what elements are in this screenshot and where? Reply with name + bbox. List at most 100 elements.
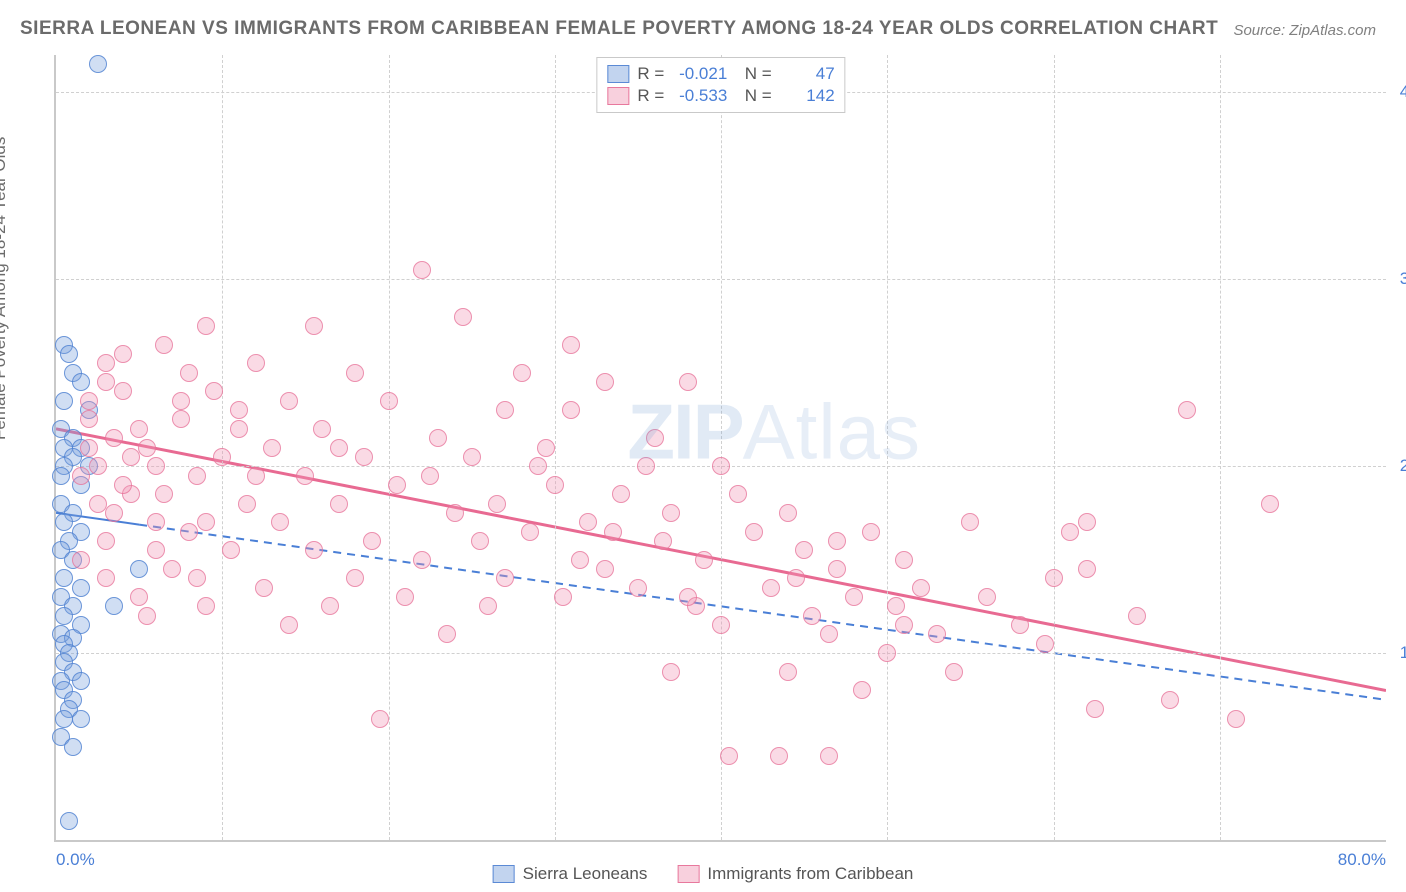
data-point — [238, 495, 256, 513]
ytick-label: 40.0% — [1400, 82, 1406, 102]
data-point — [662, 663, 680, 681]
data-point — [579, 513, 597, 531]
data-point — [496, 401, 514, 419]
ytick-label: 10.0% — [1400, 643, 1406, 663]
data-point — [845, 588, 863, 606]
data-point — [371, 710, 389, 728]
data-point — [554, 588, 572, 606]
data-point — [646, 429, 664, 447]
data-point — [429, 429, 447, 447]
xtick-label: 0.0% — [56, 850, 95, 870]
n-value-pink: 142 — [780, 86, 835, 106]
data-point — [388, 476, 406, 494]
data-point — [529, 457, 547, 475]
data-point — [1011, 616, 1029, 634]
data-point — [961, 513, 979, 531]
data-point — [230, 420, 248, 438]
data-point — [313, 420, 331, 438]
data-point — [521, 523, 539, 541]
data-point — [97, 373, 115, 391]
data-point — [172, 392, 190, 410]
data-point — [779, 504, 797, 522]
data-point — [80, 410, 98, 428]
data-point — [1078, 560, 1096, 578]
data-point — [604, 523, 622, 541]
data-point — [1128, 607, 1146, 625]
swatch-pink-icon — [677, 865, 699, 883]
data-point — [130, 420, 148, 438]
bottom-legend: Sierra Leoneans Immigrants from Caribbea… — [493, 864, 914, 884]
data-point — [72, 672, 90, 690]
data-point — [280, 616, 298, 634]
data-point — [513, 364, 531, 382]
data-point — [55, 513, 73, 531]
data-point — [1078, 513, 1096, 531]
swatch-pink-icon — [607, 87, 629, 105]
data-point — [729, 485, 747, 503]
r-value-blue: -0.021 — [672, 64, 727, 84]
data-point — [803, 607, 821, 625]
data-point — [222, 541, 240, 559]
data-point — [912, 579, 930, 597]
data-point — [438, 625, 456, 643]
data-point — [197, 513, 215, 531]
data-point — [188, 467, 206, 485]
data-point — [413, 551, 431, 569]
data-point — [114, 345, 132, 363]
data-point — [105, 429, 123, 447]
r-value-pink: -0.533 — [672, 86, 727, 106]
data-point — [72, 373, 90, 391]
data-point — [612, 485, 630, 503]
data-point — [363, 532, 381, 550]
gridline-v — [721, 55, 722, 840]
data-point — [463, 448, 481, 466]
n-value-blue: 47 — [780, 64, 835, 84]
data-point — [762, 579, 780, 597]
data-point — [887, 597, 905, 615]
data-point — [596, 560, 614, 578]
source-label: Source: ZipAtlas.com — [1233, 22, 1376, 39]
data-point — [355, 448, 373, 466]
data-point — [155, 485, 173, 503]
data-point — [562, 401, 580, 419]
data-point — [330, 439, 348, 457]
data-point — [147, 541, 165, 559]
data-point — [1036, 635, 1054, 653]
data-point — [263, 439, 281, 457]
data-point — [60, 345, 78, 363]
data-point — [1061, 523, 1079, 541]
data-point — [820, 747, 838, 765]
watermark-atlas: Atlas — [743, 387, 921, 475]
data-point — [712, 616, 730, 634]
stats-row-blue: R = -0.021 N = 47 — [607, 64, 834, 84]
chart-title: SIERRA LEONEAN VS IMMIGRANTS FROM CARIBB… — [20, 18, 1218, 40]
y-axis-label: Female Poverty Among 18-24 Year Olds — [0, 137, 10, 440]
data-point — [488, 495, 506, 513]
data-point — [247, 467, 265, 485]
data-point — [180, 364, 198, 382]
data-point — [72, 551, 90, 569]
data-point — [745, 523, 763, 541]
data-point — [654, 532, 672, 550]
data-point — [247, 354, 265, 372]
data-point — [172, 410, 190, 428]
data-point — [828, 560, 846, 578]
data-point — [80, 392, 98, 410]
data-point — [446, 504, 464, 522]
data-point — [978, 588, 996, 606]
data-point — [1086, 700, 1104, 718]
data-point — [55, 569, 73, 587]
data-point — [55, 392, 73, 410]
n-label: N = — [735, 64, 771, 84]
legend-label-pink: Immigrants from Caribbean — [707, 864, 913, 884]
swatch-blue-icon — [493, 865, 515, 883]
data-point — [878, 644, 896, 662]
watermark: ZIPAtlas — [627, 386, 921, 477]
data-point — [421, 467, 439, 485]
data-point — [629, 579, 647, 597]
data-point — [712, 457, 730, 475]
data-point — [330, 495, 348, 513]
data-point — [72, 467, 90, 485]
data-point — [305, 541, 323, 559]
data-point — [255, 579, 273, 597]
